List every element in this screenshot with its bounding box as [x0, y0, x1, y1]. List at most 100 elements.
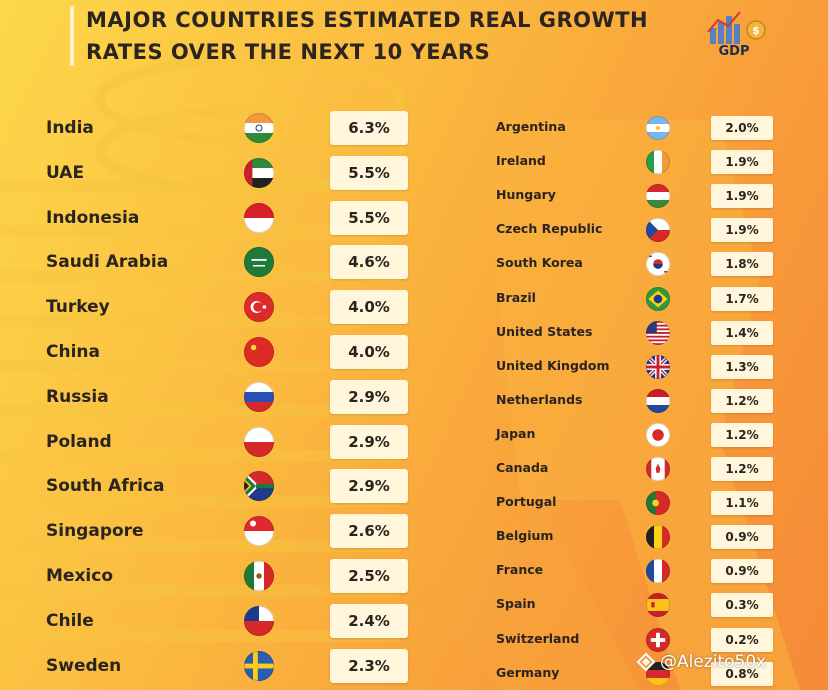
title-accent-bar	[70, 6, 74, 66]
country-row-united-states: United States 1.4%	[480, 318, 828, 348]
united-states-flag-icon	[646, 320, 670, 345]
spain-flag-icon	[646, 593, 670, 618]
country-name: Sweden	[46, 655, 122, 676]
growth-rate-value: 4.6%	[330, 245, 408, 280]
growth-rate-value: 1.1%	[711, 491, 773, 516]
country-name: Ireland	[496, 153, 546, 169]
country-row-chile: Chile 2.4%	[0, 603, 430, 643]
growth-rate-value: 4.0%	[330, 290, 408, 325]
czech-republic-flag-icon	[646, 218, 670, 243]
page-title: MAJOR COUNTRIES ESTIMATED REAL GROWTH RA…	[86, 4, 686, 68]
country-name: Chile	[46, 610, 94, 631]
watermark-logo-icon	[636, 652, 656, 672]
hungary-flag-icon	[646, 184, 670, 209]
growth-rate-value: 1.2%	[711, 457, 773, 481]
germany-flag-icon	[646, 661, 670, 686]
growth-rate-value: 1.8%	[711, 252, 773, 277]
title-line-2: RATES OVER THE NEXT 10 YEARS	[86, 40, 491, 64]
gdp-chart-icon: $	[707, 11, 766, 44]
country-name: Russia	[46, 386, 109, 407]
country-name: South Africa	[46, 476, 165, 497]
growth-rate-value: 0.2%	[711, 627, 773, 652]
india-flag-icon	[244, 113, 274, 143]
country-row-france: France 0.9%	[480, 556, 828, 586]
growth-rate-value: 0.9%	[711, 559, 773, 584]
growth-rate-value: 1.9%	[711, 150, 773, 175]
uae-flag-icon	[244, 157, 274, 188]
country-row-ireland: Ireland 1.9%	[480, 147, 828, 177]
country-name: Saudi Arabia	[46, 252, 169, 273]
country-row-czech-republic: Czech Republic 1.9%	[480, 215, 828, 245]
portugal-flag-icon	[646, 491, 670, 516]
country-row-singapore: Singapore 2.6%	[0, 513, 430, 553]
country-row-switzerland: Switzerland 0.2%	[480, 625, 828, 655]
netherlands-flag-icon	[646, 388, 670, 413]
japan-flag-icon	[646, 422, 670, 447]
country-name: Turkey	[46, 297, 110, 318]
country-name: Canada	[496, 460, 549, 475]
russia-flag-icon	[244, 381, 274, 412]
country-row-spain: Spain 0.3%	[480, 590, 828, 620]
country-row-hungary: Hungary 1.9%	[480, 181, 828, 211]
chile-flag-icon	[244, 605, 274, 636]
brazil-flag-icon	[646, 286, 670, 311]
growth-rate-value: 2.9%	[330, 424, 408, 459]
growth-rate-value: 1.9%	[711, 184, 773, 209]
country-row-south-korea: South Korea 1.8%	[480, 249, 828, 279]
country-name: India	[46, 118, 94, 138]
south-africa-flag-icon	[244, 471, 274, 502]
country-name: Japan	[496, 425, 536, 441]
indonesia-flag-icon	[244, 202, 274, 233]
country-row-china: China 4.0%	[0, 334, 430, 374]
growth-rate-value: 0.3%	[711, 593, 773, 618]
country-row-belgium: Belgium 0.9%	[480, 522, 828, 552]
country-name: France	[496, 562, 544, 578]
country-name: Brazil	[496, 289, 536, 305]
country-name: Hungary	[496, 187, 556, 203]
country-name: United States	[496, 323, 593, 339]
growth-rate-value: 1.7%	[711, 286, 773, 311]
singapore-flag-icon	[244, 516, 274, 547]
watermark: @Alezito50x	[660, 652, 767, 672]
country-row-portugal: Portugal 1.1%	[480, 488, 828, 518]
sweden-flag-icon	[244, 650, 274, 681]
country-row-indonesia: Indonesia 5.5%	[0, 200, 430, 240]
country-row-south-africa: South Africa 2.9%	[0, 468, 430, 508]
canada-flag-icon	[646, 457, 670, 481]
country-row-saudi-arabia: Saudi Arabia 4.6%	[0, 244, 430, 284]
growth-rate-value: 2.9%	[330, 469, 408, 504]
growth-rate-value: 5.5%	[330, 200, 408, 235]
country-name: Poland	[46, 431, 112, 452]
country-name: UAE	[46, 162, 85, 183]
growth-rate-value: 1.3%	[711, 354, 773, 379]
growth-rate-value: 2.6%	[330, 514, 408, 549]
south-korea-flag-icon	[646, 252, 670, 277]
belgium-flag-icon	[646, 525, 670, 550]
switzerland-flag-icon	[646, 627, 670, 652]
growth-rate-value: 2.0%	[711, 116, 773, 140]
country-row-turkey: Turkey 4.0%	[0, 289, 430, 329]
country-name: Czech Republic	[496, 221, 603, 237]
country-name: United Kingdom	[496, 357, 610, 373]
france-flag-icon	[646, 559, 670, 584]
country-name: China	[46, 342, 100, 362]
country-row-argentina: Argentina 2.0%	[480, 113, 828, 143]
growth-rate-value: 1.2%	[711, 422, 773, 447]
country-row-united-kingdom: United Kingdom 1.3%	[480, 352, 828, 382]
argentina-flag-icon	[646, 116, 670, 140]
country-name: Portugal	[496, 494, 557, 510]
growth-rate-value: 2.3%	[330, 648, 408, 683]
growth-rate-value: 1.9%	[711, 218, 773, 243]
growth-rate-value: 0.8%	[711, 661, 773, 686]
united-kingdom-flag-icon	[646, 354, 670, 379]
country-row-india: India 6.3%	[0, 110, 430, 150]
growth-rate-value: 1.4%	[711, 320, 773, 345]
country-row-mexico: Mexico 2.5%	[0, 558, 430, 598]
gdp-logo: $ GDP	[704, 6, 774, 62]
country-name: Germany	[496, 664, 560, 680]
mexico-flag-icon	[244, 561, 274, 591]
svg-text:$: $	[752, 24, 760, 37]
china-flag-icon	[244, 337, 274, 367]
country-row-poland: Poland 2.9%	[0, 424, 430, 464]
country-row-germany: Germany 0.8%	[480, 659, 828, 689]
